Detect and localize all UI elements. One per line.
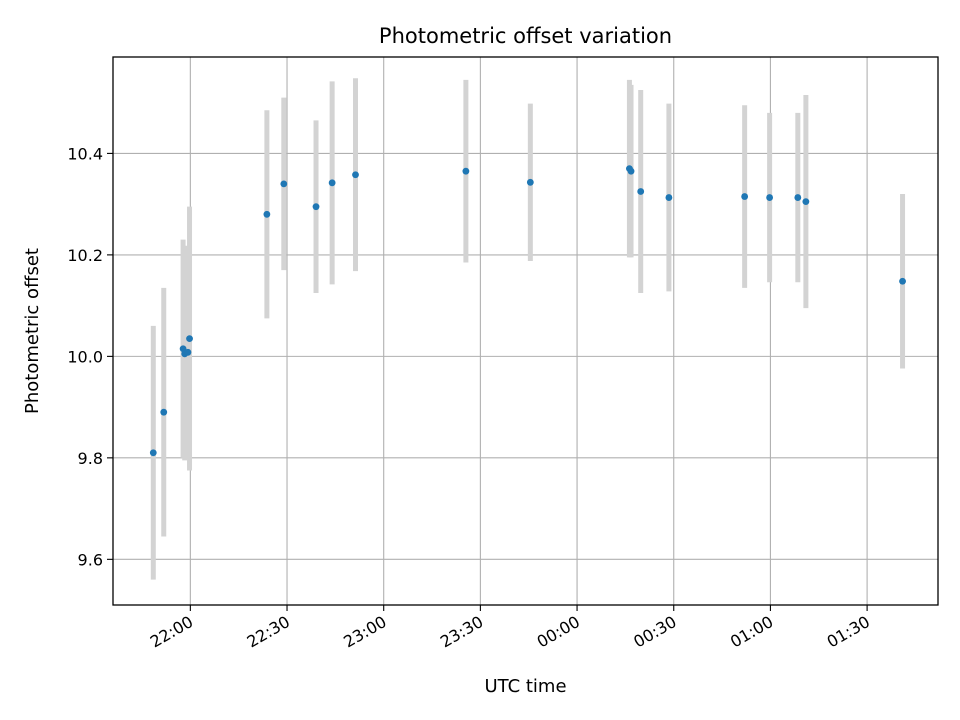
data-point (312, 203, 320, 211)
plot-frame (112, 56, 939, 606)
chart-title: Photometric offset variation (379, 24, 672, 48)
grid-layer (113, 57, 938, 605)
data-point (637, 188, 645, 195)
data-point (665, 194, 673, 201)
data-point (352, 171, 359, 179)
data-point (328, 179, 336, 187)
data-point (280, 180, 288, 188)
y-tick-label: 10.0 (67, 347, 103, 366)
point-layer (149, 165, 906, 457)
data-point (526, 178, 534, 186)
x-axis-title: UTC time (484, 676, 566, 697)
data-point (627, 167, 635, 175)
y-tick-label: 9.8 (78, 449, 103, 468)
data-point (149, 449, 157, 457)
data-point (462, 167, 470, 175)
y-tick-label: 10.4 (67, 144, 103, 163)
y-axis-title: Photometric offset (22, 248, 43, 414)
data-point (184, 348, 192, 356)
data-point (766, 194, 774, 201)
data-point (802, 198, 810, 206)
data-point (741, 193, 749, 200)
y-tick-label: 10.2 (67, 246, 103, 265)
data-point (160, 408, 168, 416)
data-point (794, 194, 802, 201)
y-tick-label: 9.6 (78, 550, 103, 569)
data-point (899, 277, 906, 285)
data-point (186, 335, 193, 343)
data-point (263, 210, 271, 218)
